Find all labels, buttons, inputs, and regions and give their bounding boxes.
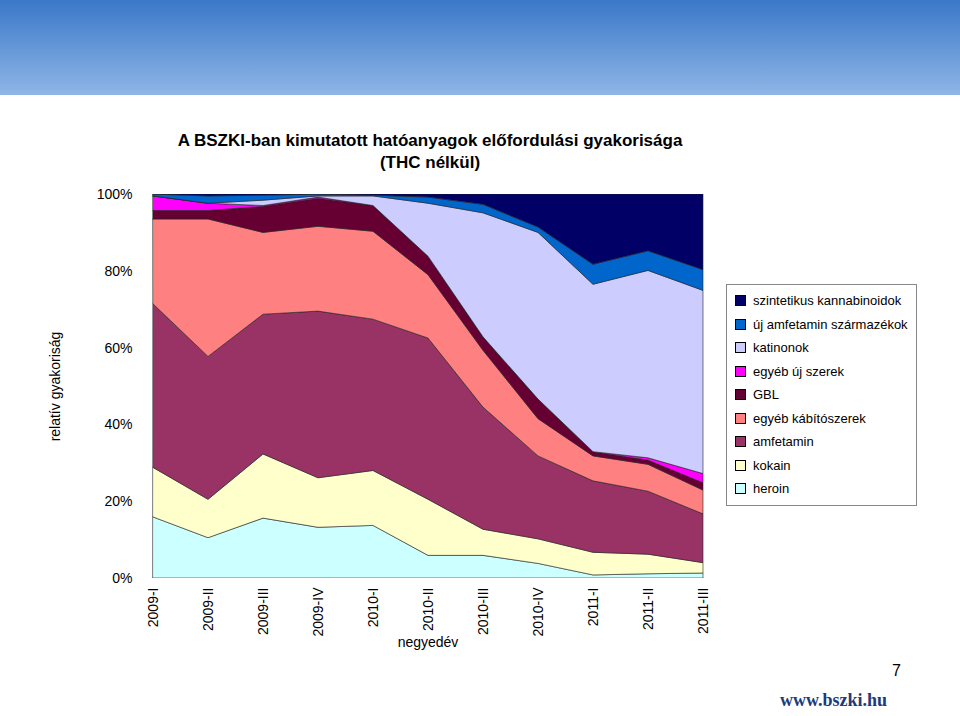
html-text:egyéb új szerek: egyéb új szerek: [753, 363, 845, 379]
svg-text:2011-I: 2011-I: [585, 588, 601, 627]
svg-text:0%: 0%: [112, 570, 132, 586]
html-text:(THC nélkül): (THC nélkül): [379, 153, 480, 172]
svg-text:20%: 20%: [104, 493, 132, 509]
html-text:www.bszki.hu: www.bszki.hu: [780, 690, 887, 710]
html-text:7: 7: [892, 662, 901, 679]
svg-text:2009-III: 2009-III: [255, 588, 271, 635]
svg-text:2010-II: 2010-II: [420, 588, 436, 632]
svg-text:relatív gyakoriság: relatív gyakoriság: [47, 332, 63, 442]
svg-text:100%: 100%: [97, 186, 133, 202]
svg-text:2010-I: 2010-I: [365, 588, 381, 628]
svg-text:2011-III: 2011-III: [695, 588, 711, 634]
svg-text:2009-II: 2009-II: [200, 588, 216, 632]
svg-text:2009-I: 2009-I: [145, 588, 161, 628]
html-text:katinonok: katinonok: [753, 340, 809, 356]
svg-text:2010-III: 2010-III: [475, 588, 491, 635]
svg-text:2010-IV: 2010-IV: [530, 587, 546, 637]
svg-text:80%: 80%: [104, 263, 132, 279]
html-text:amfetamin: amfetamin: [753, 434, 814, 450]
svg-text:2009-IV: 2009-IV: [310, 587, 326, 637]
html-text:heroin: heroin: [753, 481, 790, 497]
html-text:új amfetamin származékok: új amfetamin származékok: [753, 316, 908, 332]
html-text:A BSZKI-ban kimutatott hatóany: A BSZKI-ban kimutatott hatóanyagok előfo…: [177, 131, 683, 150]
html-text:GBL: GBL: [753, 387, 779, 403]
svg-text:2011-II: 2011-II: [640, 588, 656, 631]
svg-text:60%: 60%: [104, 340, 132, 356]
html-text:egyéb kábítószerek: egyéb kábítószerek: [753, 410, 866, 426]
svg-text:negyedév: negyedév: [398, 634, 459, 650]
svg-text:40%: 40%: [104, 416, 132, 432]
html-text:szintetikus kannabinoidok: szintetikus kannabinoidok: [753, 293, 902, 309]
html-text:kokain: kokain: [753, 457, 791, 473]
